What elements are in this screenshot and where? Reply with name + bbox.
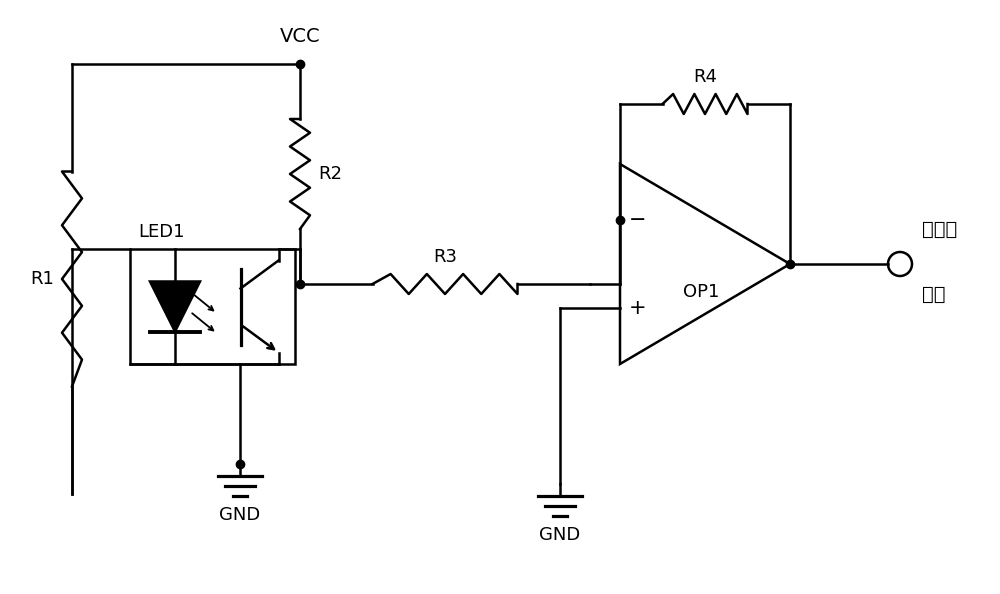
- Text: GND: GND: [219, 506, 261, 524]
- Text: OP1: OP1: [683, 283, 720, 301]
- Text: R1: R1: [30, 270, 54, 288]
- Text: +: +: [629, 298, 647, 318]
- Text: −: −: [629, 210, 647, 230]
- Polygon shape: [150, 282, 200, 331]
- Text: 压值: 压值: [922, 285, 946, 304]
- Text: 第一电: 第一电: [922, 220, 957, 239]
- Bar: [130, 249, 295, 364]
- Text: LED1: LED1: [138, 223, 184, 241]
- Text: R3: R3: [433, 248, 457, 266]
- Text: GND: GND: [539, 526, 581, 544]
- Text: R4: R4: [693, 68, 717, 86]
- Text: VCC: VCC: [280, 27, 320, 46]
- Text: R2: R2: [318, 165, 342, 183]
